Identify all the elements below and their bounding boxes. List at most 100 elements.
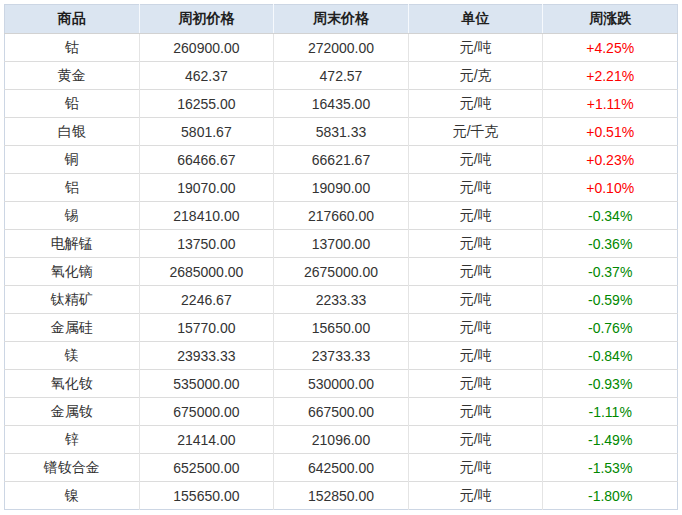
header-commodity: 商品 — [5, 5, 140, 34]
header-row: 商品 周初价格 周末价格 单位 周涨跌 — [5, 5, 678, 34]
cell-week-start-price: 15770.00 — [139, 314, 274, 342]
cell-week-start-price: 16255.00 — [139, 90, 274, 118]
table-row: 氧化镝2685000.002675000.00元/吨-0.37% — [5, 258, 678, 286]
cell-unit: 元/千克 — [408, 118, 543, 146]
cell-week-start-price: 13750.00 — [139, 230, 274, 258]
cell-unit: 元/吨 — [408, 482, 543, 510]
cell-week-end-price: 16435.00 — [274, 90, 409, 118]
table-row: 锡218410.00217660.00元/吨-0.34% — [5, 202, 678, 230]
header-unit: 单位 — [408, 5, 543, 34]
cell-week-end-price: 66621.67 — [274, 146, 409, 174]
cell-commodity: 白银 — [5, 118, 140, 146]
cell-week-end-price: 642500.00 — [274, 454, 409, 482]
cell-commodity: 铅 — [5, 90, 140, 118]
cell-commodity: 黄金 — [5, 62, 140, 90]
cell-week-start-price: 2246.67 — [139, 286, 274, 314]
header-weekly-change: 周涨跌 — [543, 5, 678, 34]
cell-commodity: 钴 — [5, 34, 140, 62]
cell-commodity: 金属硅 — [5, 314, 140, 342]
cell-commodity: 锌 — [5, 426, 140, 454]
table-row: 镁23933.3323733.33元/吨-0.84% — [5, 342, 678, 370]
cell-unit: 元/吨 — [408, 398, 543, 426]
cell-commodity: 氧化镝 — [5, 258, 140, 286]
cell-week-end-price: 2675000.00 — [274, 258, 409, 286]
cell-week-start-price: 2685000.00 — [139, 258, 274, 286]
cell-week-start-price: 675000.00 — [139, 398, 274, 426]
cell-commodity: 镁 — [5, 342, 140, 370]
cell-week-end-price: 23733.33 — [274, 342, 409, 370]
cell-commodity: 电解锰 — [5, 230, 140, 258]
cell-weekly-change: -1.80% — [543, 482, 678, 510]
cell-unit: 元/吨 — [408, 370, 543, 398]
header-week-start-price: 周初价格 — [139, 5, 274, 34]
cell-commodity: 氧化钕 — [5, 370, 140, 398]
table-row: 铜66466.6766621.67元/吨+0.23% — [5, 146, 678, 174]
cell-weekly-change: -1.49% — [543, 426, 678, 454]
cell-week-end-price: 19090.00 — [274, 174, 409, 202]
cell-unit: 元/吨 — [408, 174, 543, 202]
cell-weekly-change: -0.76% — [543, 314, 678, 342]
cell-week-end-price: 272000.00 — [274, 34, 409, 62]
cell-unit: 元/吨 — [408, 34, 543, 62]
cell-unit: 元/克 — [408, 62, 543, 90]
commodity-price-table: 商品 周初价格 周末价格 单位 周涨跌 钴260900.00272000.00元… — [4, 4, 678, 510]
cell-week-start-price: 66466.67 — [139, 146, 274, 174]
cell-weekly-change: -0.37% — [543, 258, 678, 286]
table-row: 铅16255.0016435.00元/吨+1.11% — [5, 90, 678, 118]
cell-commodity: 金属钕 — [5, 398, 140, 426]
cell-unit: 元/吨 — [408, 90, 543, 118]
cell-weekly-change: -1.11% — [543, 398, 678, 426]
cell-week-end-price: 15650.00 — [274, 314, 409, 342]
cell-week-start-price: 652500.00 — [139, 454, 274, 482]
cell-week-end-price: 152850.00 — [274, 482, 409, 510]
cell-weekly-change: -0.93% — [543, 370, 678, 398]
cell-weekly-change: -1.53% — [543, 454, 678, 482]
table-body: 钴260900.00272000.00元/吨+4.25%黄金462.37472.… — [5, 34, 678, 510]
header-week-end-price: 周末价格 — [274, 5, 409, 34]
cell-commodity: 铝 — [5, 174, 140, 202]
cell-commodity: 钛精矿 — [5, 286, 140, 314]
cell-weekly-change: +1.11% — [543, 90, 678, 118]
cell-week-end-price: 217660.00 — [274, 202, 409, 230]
cell-week-start-price: 5801.67 — [139, 118, 274, 146]
cell-weekly-change: +0.10% — [543, 174, 678, 202]
table-row: 金属硅15770.0015650.00元/吨-0.76% — [5, 314, 678, 342]
cell-week-end-price: 667500.00 — [274, 398, 409, 426]
table-row: 镍155650.00152850.00元/吨-1.80% — [5, 482, 678, 510]
cell-week-start-price: 19070.00 — [139, 174, 274, 202]
cell-unit: 元/吨 — [408, 258, 543, 286]
cell-week-start-price: 155650.00 — [139, 482, 274, 510]
cell-weekly-change: -0.59% — [543, 286, 678, 314]
cell-weekly-change: -0.84% — [543, 342, 678, 370]
cell-week-start-price: 462.37 — [139, 62, 274, 90]
cell-week-end-price: 2233.33 — [274, 286, 409, 314]
cell-unit: 元/吨 — [408, 230, 543, 258]
cell-unit: 元/吨 — [408, 342, 543, 370]
cell-unit: 元/吨 — [408, 426, 543, 454]
cell-weekly-change: +0.51% — [543, 118, 678, 146]
table-row: 铝19070.0019090.00元/吨+0.10% — [5, 174, 678, 202]
cell-weekly-change: -0.36% — [543, 230, 678, 258]
table-row: 黄金462.37472.57元/克+2.21% — [5, 62, 678, 90]
table-row: 电解锰13750.0013700.00元/吨-0.36% — [5, 230, 678, 258]
cell-weekly-change: +4.25% — [543, 34, 678, 62]
cell-week-end-price: 21096.00 — [274, 426, 409, 454]
cell-weekly-change: -0.34% — [543, 202, 678, 230]
cell-week-end-price: 13700.00 — [274, 230, 409, 258]
cell-weekly-change: +0.23% — [543, 146, 678, 174]
cell-commodity: 铜 — [5, 146, 140, 174]
table-row: 锌21414.0021096.00元/吨-1.49% — [5, 426, 678, 454]
cell-week-end-price: 5831.33 — [274, 118, 409, 146]
table-row: 氧化钕535000.00530000.00元/吨-0.93% — [5, 370, 678, 398]
cell-commodity: 镍 — [5, 482, 140, 510]
cell-week-start-price: 21414.00 — [139, 426, 274, 454]
table-header: 商品 周初价格 周末价格 单位 周涨跌 — [5, 5, 678, 34]
cell-week-end-price: 530000.00 — [274, 370, 409, 398]
cell-unit: 元/吨 — [408, 314, 543, 342]
cell-unit: 元/吨 — [408, 454, 543, 482]
cell-week-start-price: 260900.00 — [139, 34, 274, 62]
table-row: 白银5801.675831.33元/千克+0.51% — [5, 118, 678, 146]
table-row: 金属钕675000.00667500.00元/吨-1.11% — [5, 398, 678, 426]
cell-commodity: 镨钕合金 — [5, 454, 140, 482]
table-row: 钛精矿2246.672233.33元/吨-0.59% — [5, 286, 678, 314]
